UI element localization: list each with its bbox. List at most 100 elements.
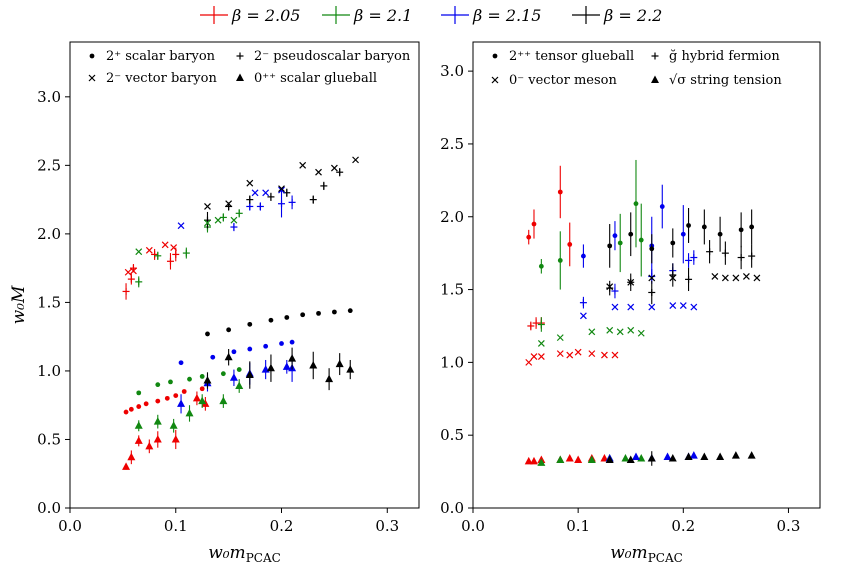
data-point bbox=[309, 196, 317, 204]
data-point bbox=[143, 401, 149, 407]
data-point bbox=[701, 224, 707, 230]
data-point bbox=[352, 156, 359, 164]
data-point bbox=[606, 284, 614, 292]
data-point bbox=[279, 341, 284, 346]
data-series bbox=[135, 216, 238, 256]
legend-marker bbox=[236, 73, 244, 81]
data-point bbox=[749, 224, 755, 230]
legend-label: 2⁺⁺ tensor glueball bbox=[509, 49, 634, 64]
y-tick-label: 0.5 bbox=[37, 430, 61, 448]
data-point bbox=[173, 393, 179, 399]
legend-label: 2⁻ pseudoscalar baryon bbox=[254, 49, 411, 64]
data-point bbox=[135, 248, 143, 256]
x-tick-label: 0.0 bbox=[461, 517, 485, 535]
data-point bbox=[537, 340, 545, 347]
data-point bbox=[225, 200, 233, 208]
data-point bbox=[711, 273, 719, 280]
data-point bbox=[278, 186, 285, 194]
data-point bbox=[136, 404, 142, 409]
data-point bbox=[574, 348, 582, 356]
data-series bbox=[526, 165, 573, 267]
data-point bbox=[192, 393, 201, 402]
x-tick-label: 0.1 bbox=[164, 517, 188, 535]
data-series bbox=[178, 339, 295, 366]
x-axis-title-subscript: PCAC bbox=[246, 551, 281, 565]
data-point bbox=[122, 287, 130, 295]
data-point bbox=[155, 398, 161, 404]
data-point bbox=[288, 354, 297, 362]
data-point bbox=[127, 452, 136, 461]
data-point bbox=[663, 452, 672, 461]
data-series bbox=[230, 190, 296, 232]
data-point bbox=[669, 302, 677, 310]
data-series bbox=[537, 326, 645, 347]
data-point bbox=[251, 189, 259, 197]
data-point bbox=[199, 386, 205, 392]
data-point bbox=[288, 198, 296, 206]
data-point bbox=[731, 451, 740, 459]
data-point bbox=[347, 308, 353, 314]
data-point bbox=[309, 360, 318, 369]
y-tick-label: 1.0 bbox=[440, 353, 464, 371]
data-series bbox=[205, 308, 353, 337]
data-point bbox=[177, 222, 185, 230]
legend-label: β = 2.2 bbox=[603, 6, 662, 25]
y-tick-label: 0.0 bbox=[37, 499, 61, 517]
data-point bbox=[587, 455, 596, 463]
y-tick-label: 3.0 bbox=[440, 62, 464, 80]
data-point bbox=[616, 328, 624, 336]
data-point bbox=[299, 161, 307, 169]
data-point bbox=[588, 328, 596, 336]
y-tick-label: 0.0 bbox=[440, 499, 464, 517]
data-point bbox=[612, 233, 618, 239]
y-tick-label: 2.0 bbox=[37, 225, 61, 243]
legend-label: ğ hybrid fermion bbox=[669, 49, 780, 64]
data-point bbox=[606, 283, 614, 291]
data-point bbox=[581, 253, 586, 259]
data-point bbox=[679, 302, 687, 310]
data-point bbox=[262, 189, 270, 197]
data-point bbox=[145, 441, 154, 450]
data-point bbox=[631, 452, 640, 461]
data-point bbox=[336, 168, 344, 176]
data-point bbox=[537, 353, 545, 360]
data-point bbox=[567, 242, 573, 247]
marker-legend-entry: 2⁻ vector baryon bbox=[88, 71, 217, 86]
data-point bbox=[648, 288, 656, 296]
data-point bbox=[537, 458, 546, 466]
legend-label: β = 2.1 bbox=[353, 6, 412, 25]
data-series bbox=[136, 367, 242, 396]
data-point bbox=[689, 451, 698, 459]
data-point bbox=[268, 317, 274, 323]
data-point bbox=[229, 373, 238, 381]
data-point bbox=[627, 303, 635, 311]
marker-legend-entry: ğ hybrid fermion bbox=[651, 49, 780, 64]
x-axis-title-subscript: PCAC bbox=[648, 551, 683, 565]
data-point bbox=[721, 274, 729, 282]
data-point bbox=[738, 227, 744, 233]
data-point bbox=[214, 216, 222, 224]
data-point bbox=[154, 252, 162, 260]
data-point bbox=[166, 257, 174, 265]
data-point bbox=[525, 358, 533, 366]
data-point bbox=[690, 303, 698, 311]
data-point bbox=[526, 234, 532, 240]
data-series bbox=[579, 302, 698, 320]
data-point bbox=[529, 456, 538, 465]
y-tick-label: 3.0 bbox=[37, 88, 61, 106]
legend-marker bbox=[491, 76, 499, 84]
plot-frame bbox=[472, 41, 821, 509]
data-point bbox=[626, 455, 635, 463]
data-point bbox=[284, 315, 290, 320]
data-point bbox=[124, 268, 132, 276]
x-tick-label: 0.3 bbox=[375, 517, 399, 535]
beta-legend: β = 2.05 β = 2.1 β = 2.15 β = 2.2 bbox=[200, 6, 662, 25]
data-point bbox=[169, 421, 178, 429]
data-point bbox=[753, 274, 761, 282]
x-axis-title: w₀mPCAC bbox=[208, 543, 281, 565]
marker-legend-entry: √σ string tension bbox=[651, 73, 782, 88]
data-point bbox=[668, 453, 677, 462]
beta-legend-entry: β = 2.05 bbox=[200, 6, 300, 25]
data-point bbox=[680, 231, 686, 237]
